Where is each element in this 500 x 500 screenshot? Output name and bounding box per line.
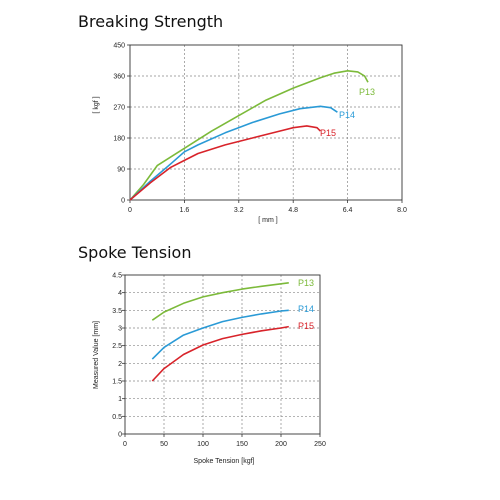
x-tick-label: 8.0 — [397, 207, 407, 214]
y-tick-label: 90 — [117, 167, 125, 174]
x-axis-label: Spoke Tension [kgf] — [194, 458, 255, 465]
y-tick-label: 2.5 — [112, 343, 122, 350]
x-tick-label: 200 — [275, 441, 287, 448]
x-tick-label: 50 — [160, 441, 168, 448]
x-tick-label: 0 — [123, 441, 127, 448]
y-tick-label: 0.5 — [112, 414, 122, 421]
x-tick-label: 100 — [197, 441, 209, 448]
series-label-p14: P14 — [298, 304, 314, 314]
x-tick-label: 4.8 — [288, 207, 298, 214]
series-label-p14: P14 — [339, 110, 355, 120]
series-label-p15: P15 — [298, 321, 314, 331]
y-axis-label: [ kgf ] — [93, 96, 100, 113]
y-tick-label: 3.5 — [112, 308, 122, 315]
series-line-p14 — [129, 105, 338, 201]
x-tick-label: 1.6 — [180, 207, 190, 214]
breaking-strength-title: Breaking Strength — [78, 12, 224, 31]
series-label-p13: P13 — [359, 87, 375, 97]
series-line-p13 — [151, 282, 289, 321]
series-label-p15: P15 — [320, 128, 336, 138]
plot-frame — [124, 274, 321, 435]
spoke-tension-title: Spoke Tension — [78, 243, 192, 262]
y-tick-label: 0 — [121, 198, 125, 205]
series-label-p13: P13 — [298, 278, 314, 288]
x-tick-label: 6.4 — [343, 207, 353, 214]
y-tick-label: 450 — [113, 43, 125, 50]
y-tick-label: 180 — [113, 136, 125, 143]
x-axis-label: [ mm ] — [258, 217, 277, 224]
series-line-p15 — [151, 325, 289, 382]
series-line-p14 — [151, 309, 289, 360]
y-tick-label: 1.5 — [112, 379, 122, 386]
x-tick-label: 150 — [236, 441, 248, 448]
x-tick-label: 3.2 — [234, 207, 244, 214]
series-line-p13 — [129, 70, 369, 201]
y-tick-label: 360 — [113, 74, 125, 81]
series-line-p15 — [129, 125, 321, 201]
plot-frame — [129, 44, 403, 201]
y-tick-label: 1 — [118, 396, 122, 403]
y-tick-label: 4.5 — [112, 273, 122, 280]
y-axis-label: Measured Value [mm] — [93, 321, 100, 389]
y-tick-label: 3 — [118, 326, 122, 333]
y-tick-label: 270 — [113, 105, 125, 112]
x-tick-label: 250 — [314, 441, 326, 448]
y-tick-label: 4 — [118, 290, 122, 297]
y-tick-label: 0 — [118, 432, 122, 439]
y-tick-label: 2 — [118, 361, 122, 368]
x-tick-label: 0 — [128, 207, 132, 214]
